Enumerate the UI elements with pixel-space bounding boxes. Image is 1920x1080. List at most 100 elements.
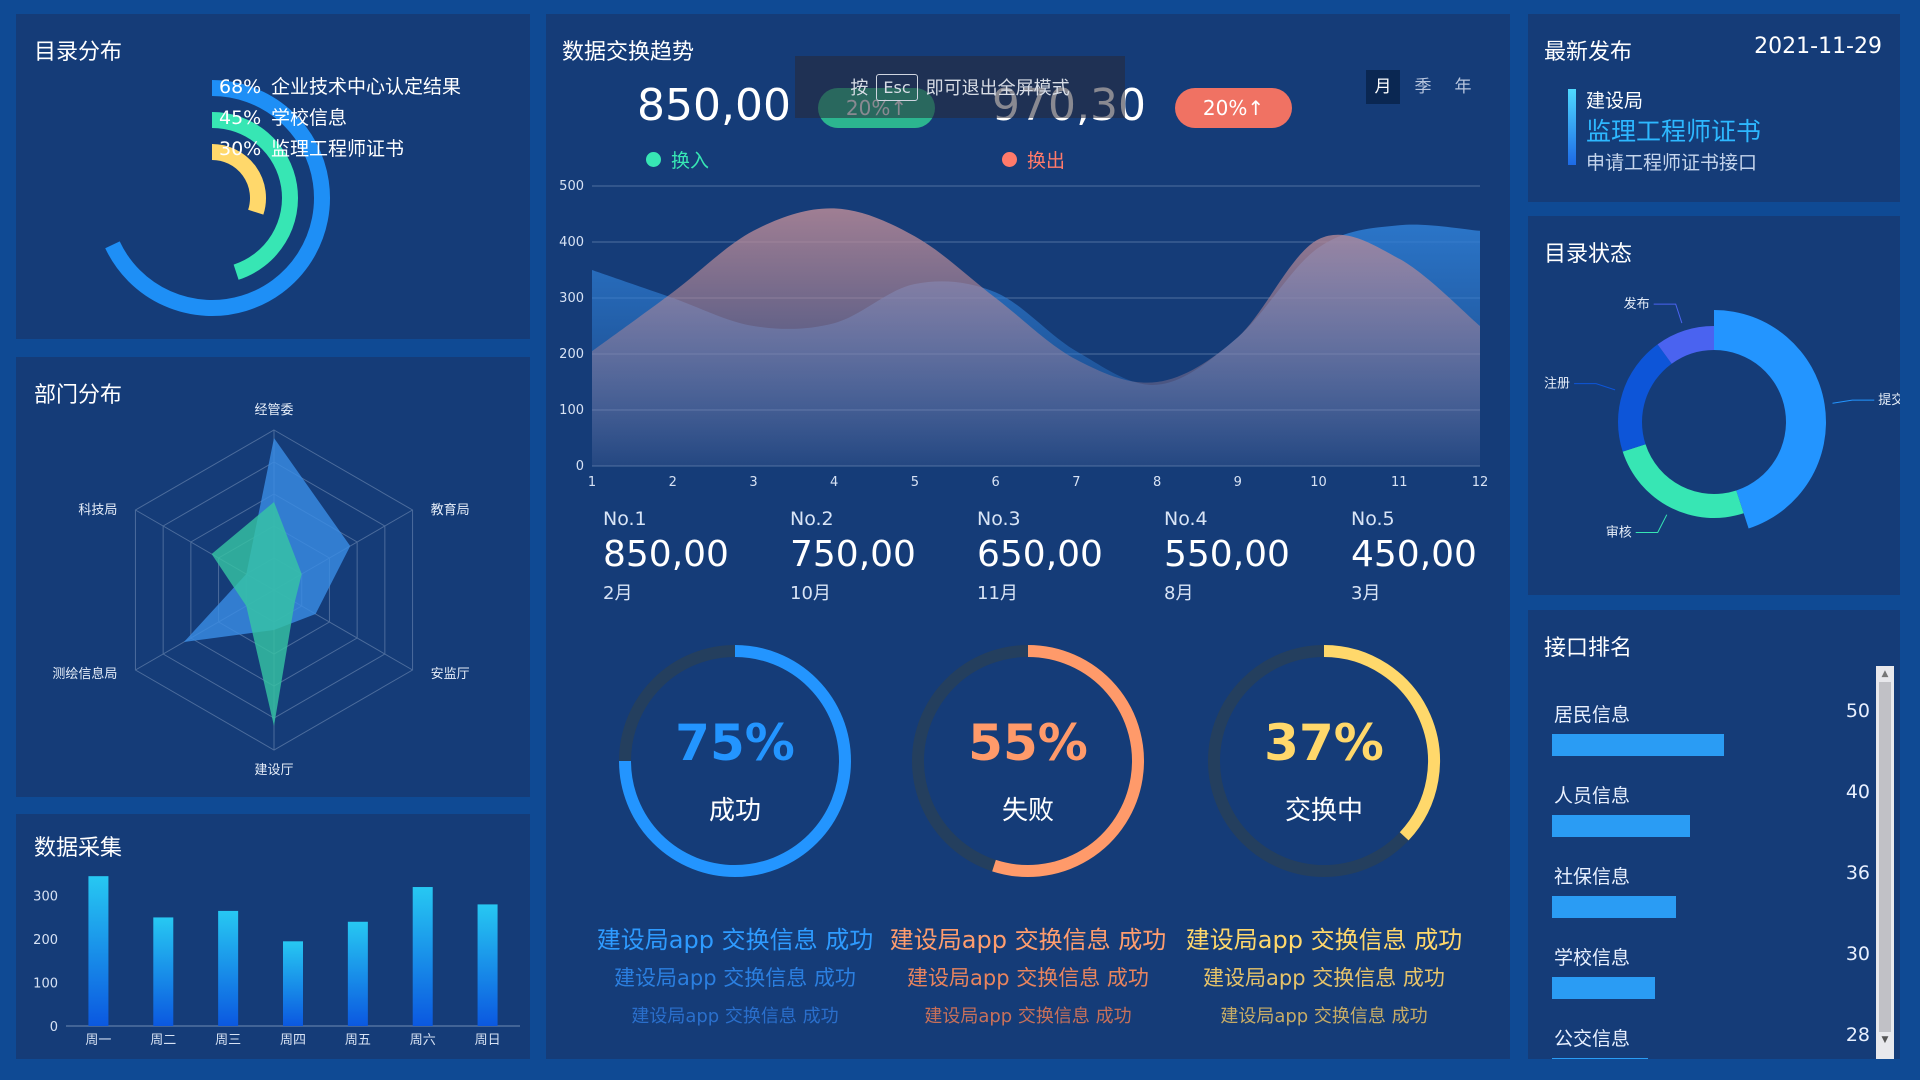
period-quarter[interactable]: 季 — [1414, 77, 1432, 97]
release-accent-bar — [1568, 89, 1576, 165]
catalog-legend: 68% 企业技术中心认定结果 45% 学校信息 30% 监理工程师证书 — [219, 72, 461, 165]
gauge-progress — [992, 645, 1144, 877]
panel-title: 数据交换趋势 — [562, 40, 695, 65]
release-org: 建设局 — [1586, 90, 1644, 112]
scrollbar-thumb[interactable] — [1879, 682, 1891, 1032]
data-bar — [412, 887, 433, 1026]
y-tick-label: 100 — [559, 403, 584, 418]
top-item: No.2 750,00 10月 — [790, 508, 916, 605]
gauge-block: 37% 交换中 建设局app 交换信息 成功 建设局app 交换信息 成功 建设局app… — [1174, 644, 1474, 1044]
donut-label: 提交 — [1878, 392, 1900, 408]
hint-suffix: 即可退出全屏模式 — [925, 78, 1070, 99]
gauge-label: 交换中 — [1284, 796, 1363, 826]
ranking-item[interactable]: 人员信息 40 — [1528, 767, 1878, 848]
legend-row: 30% 监理工程师证书 — [219, 134, 461, 165]
data-bar — [218, 910, 239, 1026]
panel-title: 目录状态 — [1544, 242, 1633, 267]
gauge-log-line: 建设局app 交换信息 成功 — [889, 926, 1167, 954]
scrollbar[interactable]: ▲ ▼ — [1876, 666, 1894, 1059]
donut-leader-line — [1635, 514, 1668, 533]
legend-percent: 45% — [219, 107, 262, 129]
ranking-label: 居民信息 — [1554, 704, 1631, 726]
gauge-log-line: 建设局app 交换信息 成功 — [1203, 966, 1445, 990]
catalog-ring-arc — [105, 80, 330, 316]
panel-title: 部门分布 — [34, 383, 123, 408]
donut-leader-line — [1653, 303, 1683, 324]
x-tick-label: 3 — [749, 475, 757, 490]
top-value: 650,00 — [977, 534, 1103, 575]
x-tick-label: 周一 — [85, 1033, 111, 1048]
gauge-ring — [1208, 645, 1440, 877]
x-tick-label: 周三 — [215, 1033, 241, 1048]
donut-slice — [1622, 444, 1744, 518]
y-tick-label: 400 — [559, 235, 584, 250]
gauge-ring — [912, 645, 1144, 877]
top-month: 8月 — [1164, 583, 1194, 604]
panel-title: 最新发布 — [1544, 40, 1633, 65]
top-month: 10月 — [790, 583, 831, 604]
gauge-log-line: 建设局app 交换信息 成功 — [1220, 1006, 1428, 1027]
gauge-log-line: 建设局app 交换信息 成功 — [907, 966, 1149, 990]
ranking-label: 公交信息 — [1554, 1028, 1631, 1050]
donut-label: 审核 — [1606, 525, 1632, 540]
ranking-item[interactable]: 居民信息 50 — [1528, 686, 1878, 767]
radar-axis-label: 建设厅 — [254, 763, 293, 778]
gauge-percent: 37% — [1264, 714, 1384, 772]
data-bar — [283, 941, 303, 1026]
gauge-log-line: 建设局app 交换信息 成功 — [596, 926, 874, 954]
ranking-bar — [1552, 1058, 1648, 1059]
scroll-up-arrow[interactable]: ▲ — [1881, 669, 1889, 679]
period-year[interactable]: 年 — [1454, 77, 1472, 97]
department-distribution-panel: 部门分布 经管委 教育局 安监厅 建设厅 测绘信息局 科技局 — [16, 357, 530, 797]
legend-dot-out — [1002, 152, 1017, 167]
data-bar — [347, 921, 368, 1026]
ranking-item[interactable]: 学校信息 30 — [1528, 929, 1878, 1010]
ranking-item[interactable]: 公交信息 28 — [1528, 1010, 1878, 1059]
radar-series-area — [211, 502, 302, 726]
x-tick-label: 周日 — [475, 1033, 501, 1048]
x-tick-label: 5 — [911, 475, 919, 490]
legend-out-label: 换出 — [1027, 150, 1066, 172]
gauge-label: 失败 — [1001, 796, 1054, 826]
scroll-down-arrow[interactable]: ▼ — [1881, 1035, 1889, 1045]
legend-out: 换出 — [1002, 146, 1065, 173]
out-change-badge: 20%↑ — [1175, 88, 1292, 128]
top-item: No.1 850,00 2月 — [603, 508, 729, 605]
top5-list: No.1 850,00 2月 No.2 750,00 10月 No.3 650,00… — [603, 508, 1483, 628]
catalog-ring-arc — [211, 112, 298, 280]
ranking-item[interactable]: 社保信息 36 — [1528, 848, 1878, 929]
y-tick-label: 300 — [559, 291, 584, 306]
x-tick-label: 1 — [588, 475, 596, 490]
gauge-progress — [619, 645, 851, 877]
top-value: 550,00 — [1164, 534, 1290, 575]
release-headline[interactable]: 监理工程师证书 — [1586, 117, 1762, 146]
donut-label: 注册 — [1544, 377, 1570, 392]
fullscreen-exit-hint: 按 Esc 即可退出全屏模式 — [795, 56, 1125, 118]
gauge-percent: 75% — [675, 714, 795, 772]
radar-axis-label: 科技局 — [78, 503, 117, 518]
period-month[interactable]: 月 — [1366, 70, 1400, 104]
ranking-label: 社保信息 — [1554, 866, 1631, 888]
donut-leader-line — [1574, 383, 1616, 391]
donut-slice — [1618, 344, 1672, 452]
donut-leader-line — [1832, 399, 1875, 404]
y-tick-label: 200 — [559, 347, 584, 362]
panel-title: 接口排名 — [1544, 636, 1633, 661]
ranking-value: 30 — [1845, 943, 1870, 965]
x-tick-label: 周四 — [280, 1033, 306, 1048]
legend-label: 学校信息 — [271, 107, 348, 129]
x-tick-label: 4 — [830, 475, 838, 490]
top-rank: No.3 — [977, 508, 1021, 530]
ranking-value: 36 — [1845, 862, 1870, 884]
x-tick-label: 7 — [1072, 475, 1080, 490]
legend-in-label: 换入 — [671, 150, 710, 172]
ranking-bar — [1552, 896, 1676, 918]
release-date: 2021-11-29 — [1754, 34, 1882, 59]
top-rank: No.2 — [790, 508, 834, 530]
esc-key: Esc — [876, 73, 918, 101]
ranking-label: 学校信息 — [1554, 947, 1631, 969]
donut-slice — [1657, 326, 1714, 364]
gauge-ring — [619, 645, 851, 877]
x-tick-label: 10 — [1310, 475, 1327, 490]
